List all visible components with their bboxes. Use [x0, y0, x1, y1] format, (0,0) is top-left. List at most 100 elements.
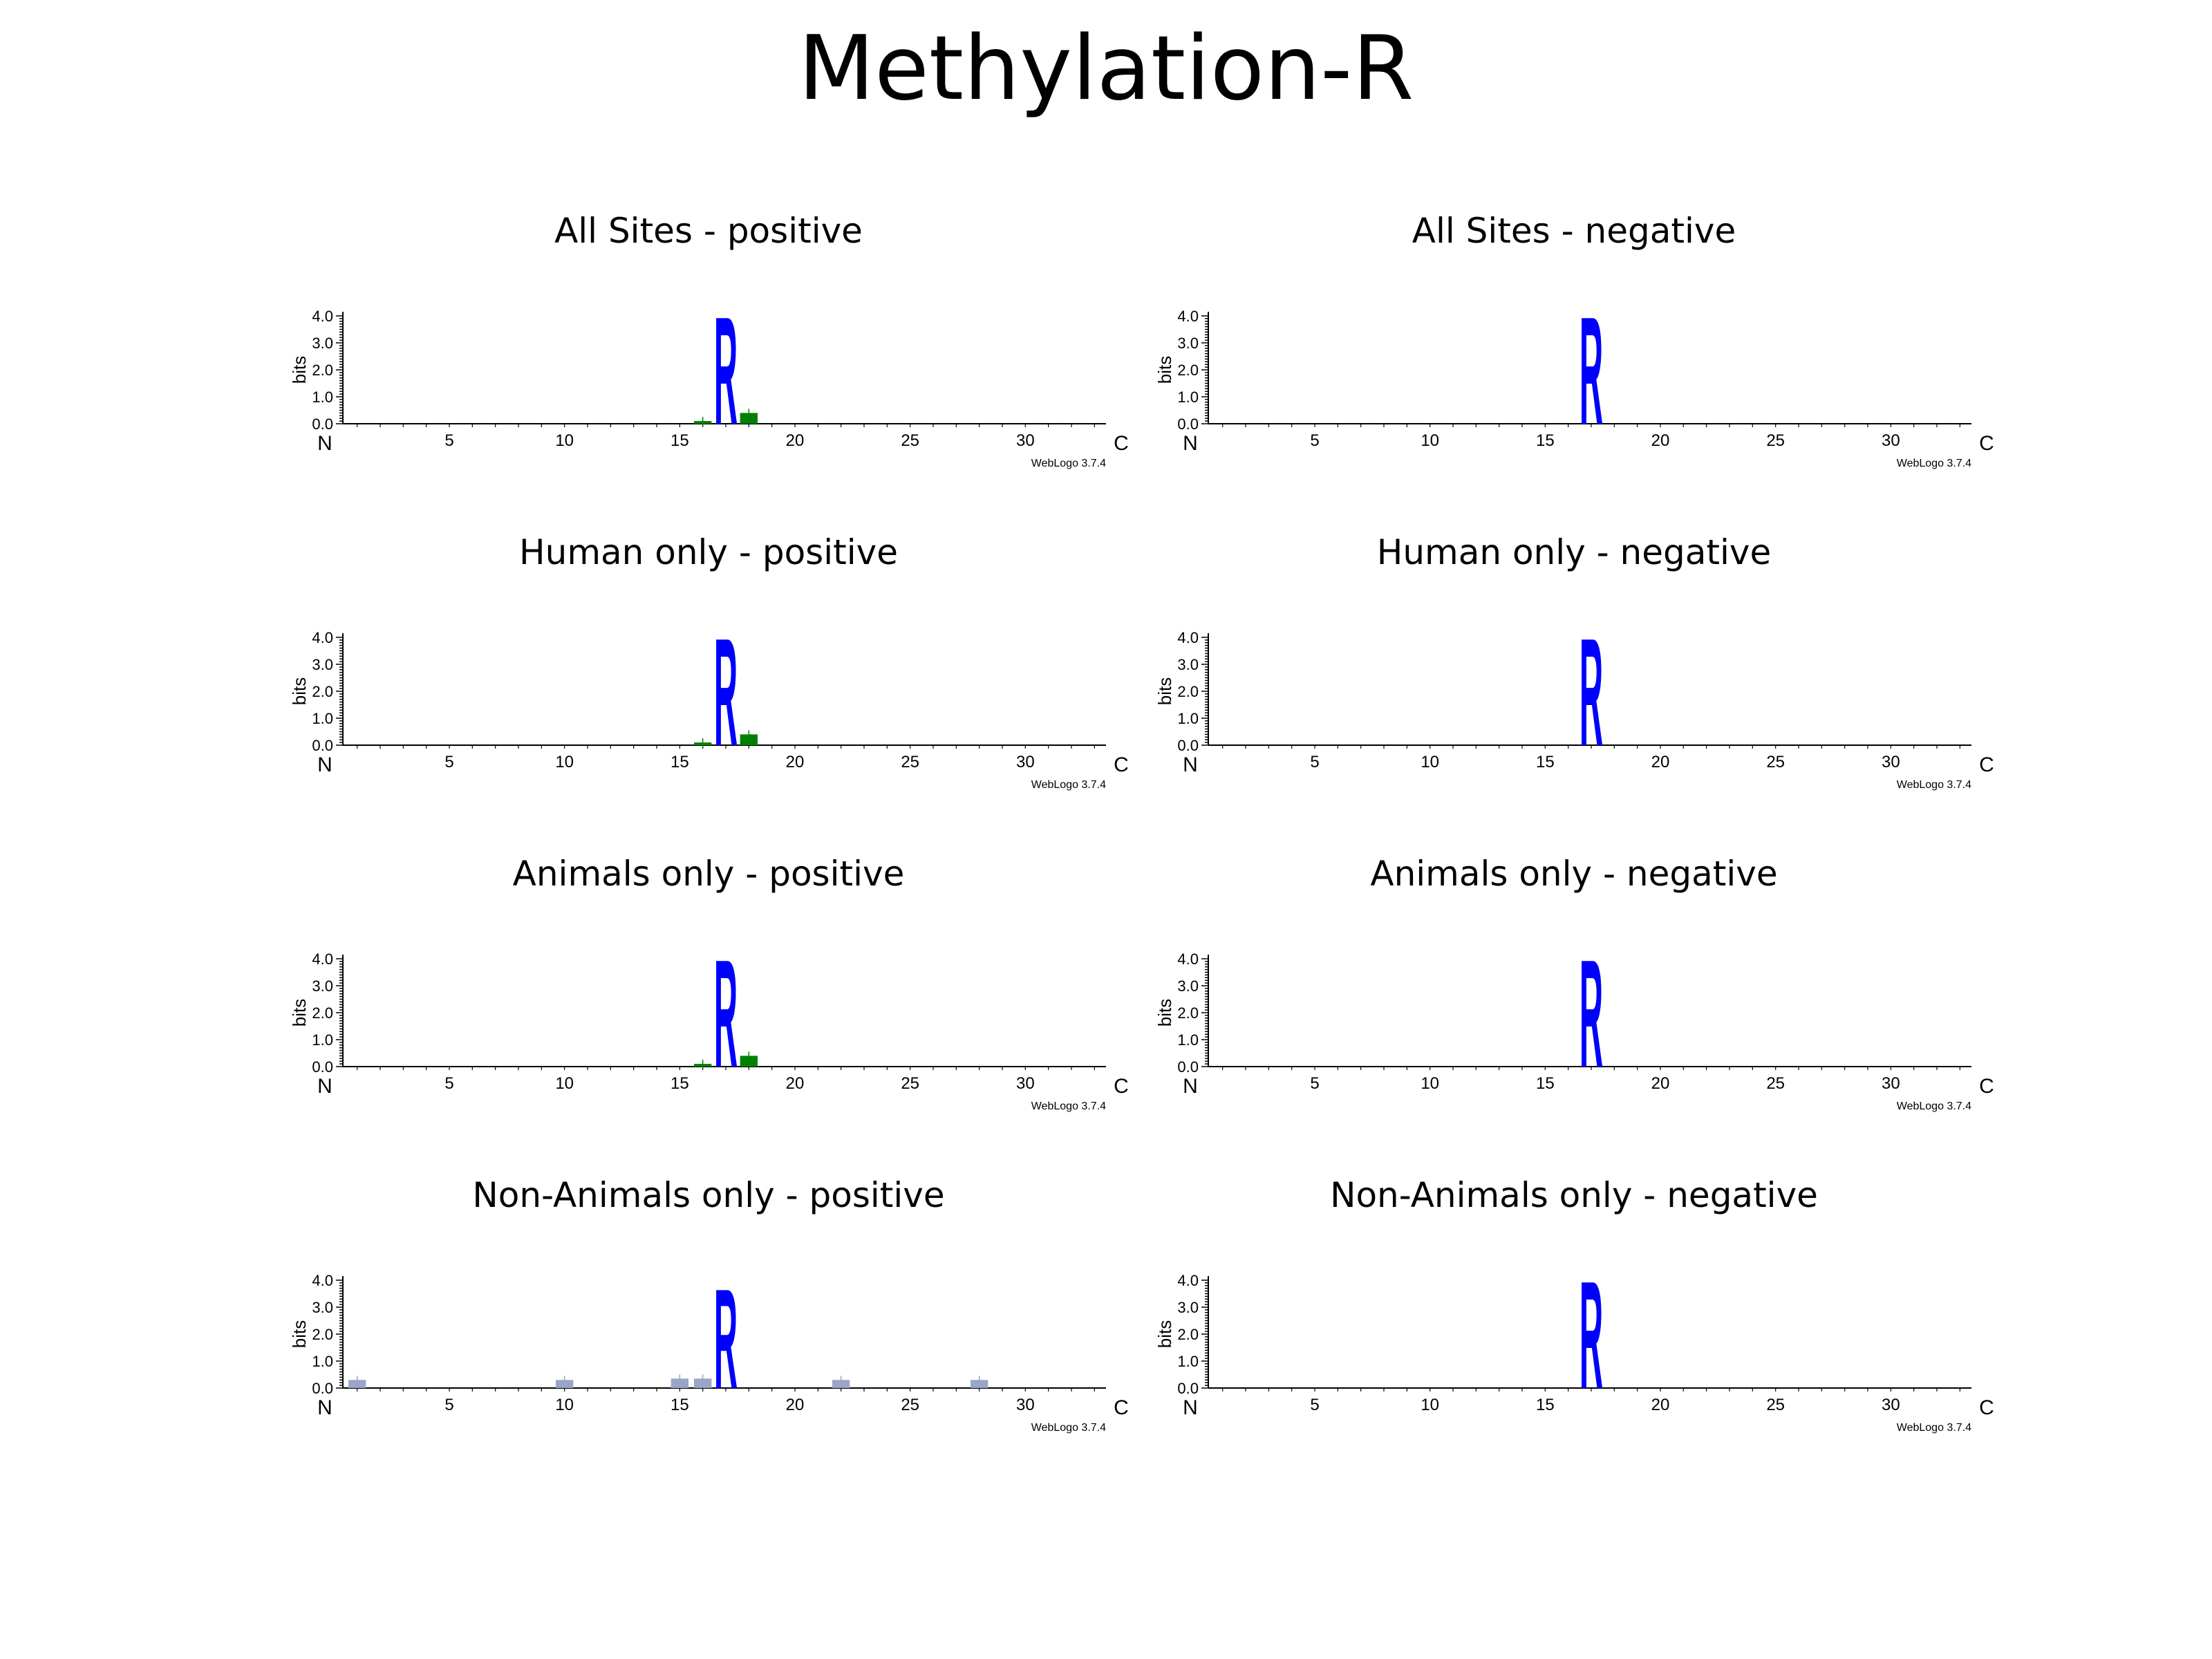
logo-letter-r-pos-17: R — [1580, 286, 1603, 458]
y-tick-label: 0.0 — [1177, 737, 1199, 754]
y-tick-label: 1.0 — [1177, 1031, 1199, 1049]
y-tick-label: 4.0 — [312, 629, 333, 646]
weblogo-credit: WebLogo 3.7.4 — [1031, 1100, 1106, 1112]
y-axis-label: bits — [1154, 356, 1175, 384]
x-tick-label: 30 — [1016, 431, 1035, 450]
logo-panel-animals-only-positive: Animals only - positive 0.0 1.0 2.0 3.0 4.0 b… — [276, 854, 1141, 1112]
logo-plot: 0.0 1.0 2.0 3.0 4.0 bits 5 10 15 20 25 30 N C WebLogo … — [289, 608, 1129, 791]
x-tick-label: 15 — [1536, 1396, 1555, 1414]
y-tick-label: 0.0 — [312, 737, 333, 754]
x-tick-label: 30 — [1882, 431, 1900, 450]
x-tick-label: 15 — [671, 753, 689, 771]
weblogo-credit: WebLogo 3.7.4 — [1897, 779, 1971, 791]
x-tick-label: 15 — [671, 1396, 689, 1414]
y-tick-label: 4.0 — [1177, 629, 1199, 646]
y-tick-label: 3.0 — [1177, 1299, 1199, 1316]
c-terminus-label: C — [1114, 1396, 1129, 1419]
n-terminus-label: N — [1183, 1396, 1198, 1419]
panel-title: Non-Animals only - negative — [1330, 1175, 1818, 1215]
x-tick-label: 5 — [444, 1396, 453, 1414]
x-tick-label: 25 — [901, 753, 919, 771]
x-tick-label: 5 — [1310, 1396, 1319, 1414]
c-terminus-label: C — [1979, 1396, 1994, 1419]
x-tick-label: 15 — [1536, 431, 1555, 450]
logo-plot: 0.0 1.0 2.0 3.0 4.0 bits 5 10 15 20 25 30 N C WebLogo … — [1154, 929, 1994, 1112]
y-axis-label: bits — [289, 356, 310, 384]
logo-plot: 0.0 1.0 2.0 3.0 4.0 bits 5 10 15 20 25 30 N C WebLogo … — [289, 1259, 1129, 1434]
y-tick-label: 3.0 — [312, 656, 333, 673]
x-tick-label: 20 — [1651, 431, 1670, 450]
y-tick-label: 0.0 — [312, 415, 333, 433]
x-tick-label: 5 — [1310, 753, 1319, 771]
y-axis-label: bits — [1154, 999, 1175, 1027]
y-tick-label: 4.0 — [312, 308, 333, 325]
weblogo-credit: WebLogo 3.7.4 — [1897, 1422, 1971, 1434]
y-tick-label: 2.0 — [1177, 362, 1199, 379]
logo-letter-r-pos-17: R — [1580, 929, 1603, 1100]
logo-letter-r-pos-17: R — [1580, 608, 1603, 779]
x-tick-label: 5 — [444, 431, 453, 450]
x-tick-label: 10 — [555, 753, 574, 771]
n-terminus-label: N — [317, 432, 332, 455]
y-tick-label: 2.0 — [1177, 683, 1199, 700]
y-axis-label: bits — [1154, 677, 1175, 705]
y-tick-label: 3.0 — [1177, 977, 1199, 995]
logo-panel-all-sites-negative: All Sites - negative 0.0 1.0 2.0 3.0 4.0 bits… — [1142, 211, 2006, 469]
y-axis-label: bits — [289, 1320, 310, 1348]
x-tick-label: 5 — [1310, 431, 1319, 450]
y-tick-label: 4.0 — [312, 1272, 333, 1289]
y-tick-label: 0.0 — [312, 1058, 333, 1076]
logo-letter-g-pos-16 — [694, 1378, 712, 1388]
y-tick-label: 3.0 — [1177, 656, 1199, 673]
x-tick-label: 15 — [1536, 753, 1555, 771]
logo-panel-non-animals-only-positive: Non-Animals only - positive 0.0 1.0 2.0 3.0… — [276, 1175, 1141, 1434]
c-terminus-label: C — [1979, 753, 1994, 776]
logo-letter-g-pos-15 — [671, 1378, 688, 1388]
n-terminus-label: N — [1183, 1075, 1198, 1098]
n-terminus-label: N — [317, 1075, 332, 1098]
logo-letter-g-pos-18 — [740, 734, 758, 745]
panel-title: Non-Animals only - positive — [472, 1175, 945, 1215]
x-tick-label: 20 — [786, 1396, 805, 1414]
x-tick-label: 25 — [1766, 1396, 1785, 1414]
panel-title: Animals only - positive — [512, 854, 905, 894]
n-terminus-label: N — [1183, 753, 1198, 776]
x-tick-label: 20 — [1651, 753, 1670, 771]
logo-plot: 0.0 1.0 2.0 3.0 4.0 bits 5 10 15 20 25 30 N C WebLogo … — [289, 286, 1129, 469]
x-tick-label: 30 — [1882, 1396, 1900, 1414]
y-tick-label: 0.0 — [312, 1380, 333, 1397]
y-tick-label: 2.0 — [1177, 1004, 1199, 1022]
logo-panel-all-sites-positive: All Sites - positive 0.0 1.0 2.0 3.0 4.0 bits… — [276, 211, 1141, 469]
x-tick-label: 30 — [1016, 1396, 1035, 1414]
weblogo-credit: WebLogo 3.7.4 — [1897, 458, 1971, 469]
logo-panel-human-only-positive: Human only - positive 0.0 1.0 2.0 3.0 4.0 bit… — [276, 532, 1141, 791]
y-tick-label: 1.0 — [312, 1353, 333, 1370]
y-tick-label: 2.0 — [312, 683, 333, 700]
c-terminus-label: C — [1114, 753, 1129, 776]
x-tick-label: 10 — [1421, 1074, 1439, 1093]
y-tick-label: 2.0 — [1177, 1326, 1199, 1343]
x-tick-label: 30 — [1016, 753, 1035, 771]
logo-letter-g-pos-18 — [740, 1056, 758, 1067]
logo-plot: 0.0 1.0 2.0 3.0 4.0 bits 5 10 15 20 25 30 N C WebLogo … — [1154, 608, 1994, 791]
y-axis-label: bits — [1154, 1320, 1175, 1348]
figure-title: Methylation-R — [798, 17, 1414, 120]
y-tick-label: 3.0 — [312, 977, 333, 995]
y-axis-label: bits — [289, 999, 310, 1027]
y-tick-label: 3.0 — [312, 335, 333, 352]
logo-letter-r-pos-17: R — [714, 286, 738, 458]
y-tick-label: 3.0 — [312, 1299, 333, 1316]
logo-panel-animals-only-negative: Animals only - negative 0.0 1.0 2.0 3.0 4.0 b… — [1142, 854, 2006, 1112]
weblogo-credit: WebLogo 3.7.4 — [1031, 458, 1106, 469]
y-tick-label: 1.0 — [1177, 710, 1199, 727]
y-tick-label: 0.0 — [1177, 415, 1199, 433]
logo-letter-r-pos-17: R — [714, 1259, 738, 1418]
x-tick-label: 25 — [1766, 753, 1785, 771]
x-tick-label: 25 — [901, 1074, 919, 1093]
y-tick-label: 2.0 — [312, 1004, 333, 1022]
panel-title: Human only - positive — [519, 532, 898, 572]
n-terminus-label: N — [317, 753, 332, 776]
y-tick-label: 0.0 — [1177, 1380, 1199, 1397]
x-tick-label: 20 — [1651, 1396, 1670, 1414]
y-tick-label: 1.0 — [312, 710, 333, 727]
